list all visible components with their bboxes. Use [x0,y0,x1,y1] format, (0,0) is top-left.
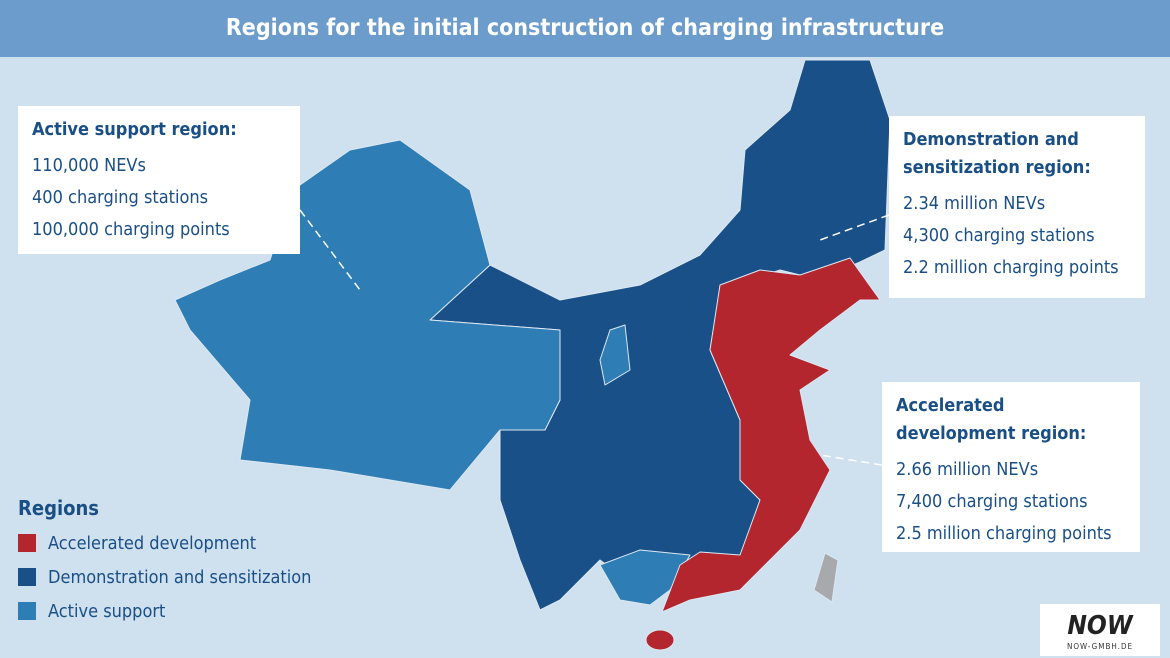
region-accelerated [661,257,881,613]
callout-line: 400 charging stations [32,187,209,208]
callout-line: 2.2 million charging points [903,257,1119,278]
callout-line: 2.66 million NEVs [896,459,1039,480]
callout-line: 110,000 NEVs [32,155,146,176]
callout: Accelerated development region: 2.66 mill… [882,382,1140,552]
legend-label: Demonstration and sensitization [48,566,312,588]
callout-line: 4,300 charging stations [903,225,1095,246]
logo: NOW NOW-GMBH.DE [1040,604,1160,656]
callout-line: 7,400 charging stations [896,491,1088,512]
leader-line [819,454,883,466]
callout-line: 2.5 million charging points [896,523,1112,544]
legend-title: Regions [18,496,99,520]
callout-title: Demonstration and sensitization region: [903,129,1091,178]
region-active [174,139,561,491]
title: Regions for the initial construction of … [0,0,1170,57]
legend-swatch [18,602,36,620]
region-active [599,324,631,386]
legend-swatch [18,568,36,586]
callout-line: 2.34 million NEVs [903,193,1046,214]
legend-swatch [18,534,36,552]
logo-url: NOW-GMBH.DE [1066,642,1134,651]
logo-text: NOW [1067,611,1133,641]
legend-item: Active support [18,594,311,628]
legend: Regions Accelerated development Demonstra… [18,496,311,628]
callout: Demonstration and sensitization region: 2… [889,116,1145,298]
legend-label: Active support [48,600,166,622]
legend-label: Accelerated development [48,532,257,554]
callout-title: Active support region: [32,119,237,140]
taiwan [813,552,839,603]
callout-line: 100,000 charging points [32,219,230,240]
legend-item: Demonstration and sensitization [18,560,311,594]
legend-item: Accelerated development [18,526,311,560]
callout: Active support region: 110,000 NEVs 400 ch… [18,106,300,254]
callout-title: Accelerated development region: [896,395,1087,444]
region-accelerated [645,629,675,651]
leader-line [299,209,361,291]
